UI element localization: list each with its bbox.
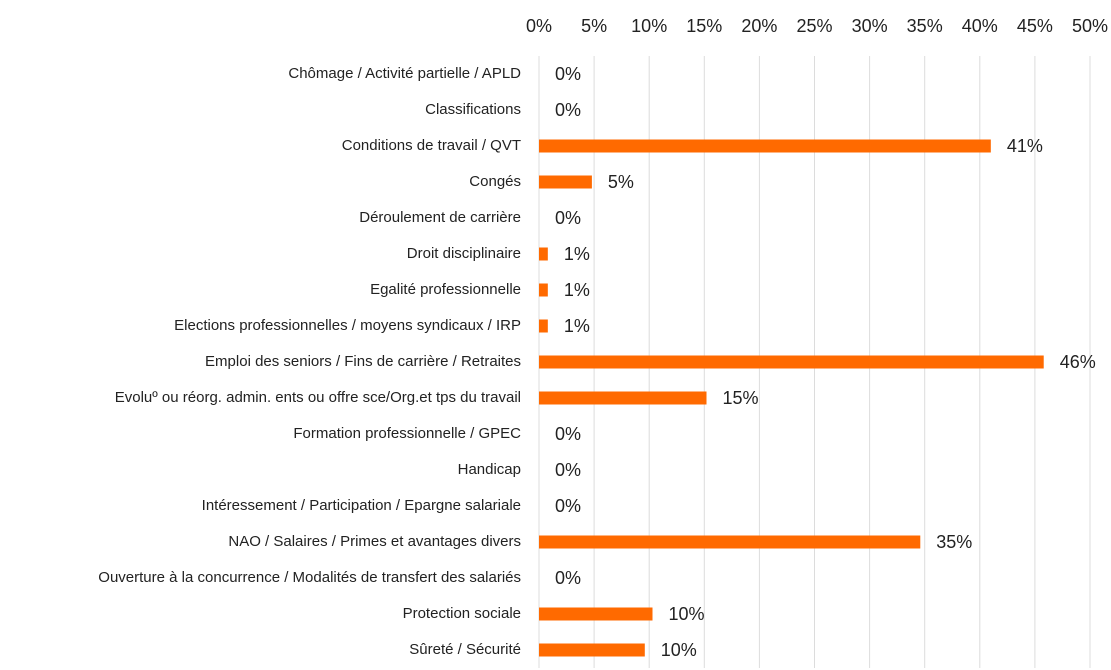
bar [539,607,653,621]
x-tick-label: 5% [581,16,607,36]
y-tick-label: Egalité professionnelle [370,281,521,298]
y-tick-label: NAO / Salaires / Primes et avantages div… [228,533,521,550]
x-tick-label: 20% [741,16,777,36]
bar [539,175,592,189]
bar [539,391,707,405]
y-tick-label: Protection sociale [403,605,521,622]
y-tick-label: Emploi des seniors / Fins de carrière / … [205,353,521,370]
data-label: 0% [555,496,581,516]
x-tick-label: 15% [686,16,722,36]
bar [539,139,991,153]
y-tick-label: Déroulement de carrière [359,209,521,226]
y-tick-label: Intéressement / Participation / Epargne … [202,497,521,514]
bar [539,535,921,549]
x-tick-label: 50% [1072,16,1108,36]
data-label: 0% [555,100,581,120]
bar [539,355,1044,369]
x-tick-label: 30% [852,16,888,36]
bar [539,319,548,333]
data-label: 1% [564,280,590,300]
data-label: 0% [555,460,581,480]
y-tick-label: Evoluº ou réorg. admin. ents ou offre sc… [115,389,521,406]
data-label: 15% [723,388,759,408]
data-label: 0% [555,64,581,84]
x-tick-label: 35% [907,16,943,36]
y-tick-label: Droit disciplinaire [407,245,521,262]
y-tick-label: Chômage / Activité partielle / APLD [288,65,521,82]
x-tick-label: 45% [1017,16,1053,36]
data-label: 0% [555,568,581,588]
data-label: 35% [936,532,972,552]
data-label: 5% [608,172,634,192]
x-tick-label: 25% [796,16,832,36]
y-tick-label: Conditions de travail / QVT [342,137,521,154]
data-label: 1% [564,316,590,336]
x-tick-label: 0% [526,16,552,36]
y-tick-label: Handicap [458,461,521,478]
data-label: 10% [661,640,697,660]
y-tick-label: Classifications [425,101,521,118]
data-label: 41% [1007,136,1043,156]
bar [539,247,548,261]
y-tick-label: Elections professionnelles / moyens synd… [174,317,521,334]
data-label: 10% [669,604,705,624]
data-label: 1% [564,244,590,264]
bar [539,283,548,297]
y-tick-label: Formation professionnelle / GPEC [293,425,521,442]
bar [539,643,645,657]
y-tick-label: Sûreté / Sécurité [409,641,521,658]
y-tick-label: Ouverture à la concurrence / Modalités d… [98,569,521,586]
data-label: 0% [555,424,581,444]
x-tick-label: 40% [962,16,998,36]
data-label: 0% [555,208,581,228]
data-label: 46% [1060,352,1096,372]
x-tick-label: 10% [631,16,667,36]
y-tick-label: Congés [469,173,521,190]
